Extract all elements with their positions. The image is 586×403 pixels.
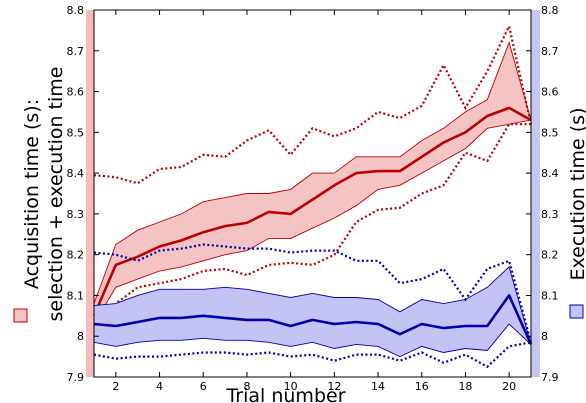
left-axis-title-line2: selection + execution time [45, 67, 67, 322]
x-tick-label: 6 [200, 380, 207, 393]
y-tick-label-right: 8.7 [541, 45, 559, 58]
y-tick-label-left: 8.4 [67, 167, 85, 180]
execution-ci-band [94, 266, 531, 357]
right-legend-swatch [569, 304, 584, 319]
acquisition-ci-band [94, 42, 531, 324]
y-tick-label-right: 8.3 [541, 208, 559, 221]
y-tick-label-left: 8.6 [67, 86, 85, 99]
x-tick-label: 14 [371, 380, 385, 393]
x-tick-label: 20 [502, 380, 516, 393]
acquisition-ci-lower [93, 119, 532, 325]
left-legend-swatch [13, 308, 28, 323]
y-tick-label-right: 8.6 [541, 86, 559, 99]
ticks-layer: 7.9 7.9 8 8 8.1 8.1 8.2 8.2 8.3 8.3 8.4 8.4 8.5 8.5 8.… [67, 4, 559, 393]
x-tick-label: 2 [112, 380, 119, 393]
acquisition-ci-upper [93, 41, 532, 304]
execution-ci-lower [93, 323, 532, 358]
y-tick-label-right: 8.2 [541, 249, 559, 262]
right-axis-title-text: Execution time (s) [567, 108, 586, 281]
execution-ci-upper [93, 266, 532, 345]
left-edge-band [86, 10, 94, 377]
x-tick-label: 8 [243, 380, 250, 393]
y-tick-label-left: 7.9 [67, 371, 85, 384]
plot-frame [93, 9, 532, 378]
right-axis-title: Execution time (s) [567, 108, 586, 281]
y-tick-label-right: 7.9 [541, 371, 559, 384]
execution-range-upper [93, 243, 533, 343]
y-tick-label-right: 8.1 [541, 289, 559, 302]
y-tick-label-left: 8.2 [67, 249, 85, 262]
left-axis-title-line1: Acquisition time (s): [21, 99, 43, 289]
x-axis-title: Trial number [225, 385, 345, 403]
x-tick-label: 4 [156, 380, 163, 393]
left-axis-title: Acquisition time (s): selection + execut… [21, 67, 67, 322]
execution-range-lower [93, 341, 532, 369]
y-tick-label-right: 8.4 [541, 167, 559, 180]
y-tick-label-left: 8.5 [67, 126, 85, 139]
x-tick-label: 10 [284, 380, 298, 393]
acquisition-range-lower [93, 123, 531, 341]
execution-mean-line [93, 294, 533, 345]
x-tick-label: 18 [458, 380, 472, 393]
acquisition-mean-line [92, 106, 532, 317]
y-tick-label-left: 8.8 [67, 4, 85, 17]
x-tick-label: 16 [415, 380, 429, 393]
y-tick-label-right: 8.5 [541, 126, 559, 139]
y-tick-label-left: 8.1 [67, 289, 85, 302]
right-edge-band [531, 10, 540, 377]
y-tick-label-right: 8.8 [541, 4, 559, 17]
y-tick-label-left: 8 [77, 330, 84, 343]
x-tick-label: 12 [327, 380, 341, 393]
y-tick-label-right: 8 [541, 330, 548, 343]
y-tick-label-left: 8.3 [67, 208, 85, 221]
y-tick-label-left: 8.7 [67, 45, 85, 58]
series-layer [92, 22, 533, 369]
acquisition-range-upper [93, 22, 533, 185]
